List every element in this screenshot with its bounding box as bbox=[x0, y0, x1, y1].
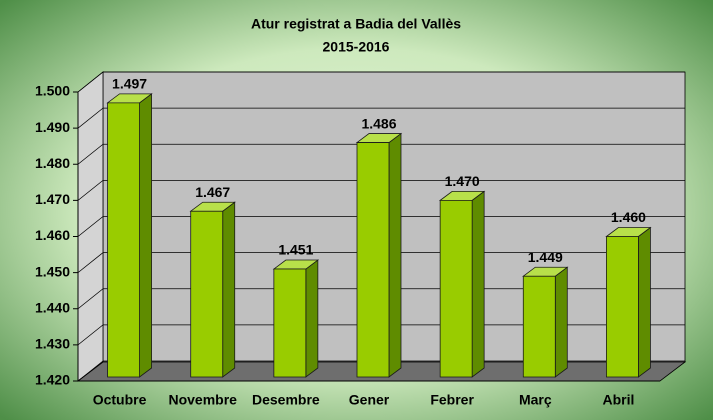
grid-line-side bbox=[77, 216, 104, 237]
y-tick-label: 1.480 bbox=[35, 155, 70, 171]
y-tick-label: 1.500 bbox=[35, 83, 70, 99]
bar bbox=[189, 201, 236, 378]
bar bbox=[106, 93, 153, 378]
bar-front bbox=[439, 199, 473, 378]
value-label: 1.460 bbox=[611, 209, 646, 225]
value-label: 1.497 bbox=[112, 76, 147, 92]
bar bbox=[605, 226, 652, 378]
bar-side bbox=[471, 190, 485, 378]
chart-subtitle: 2015-2016 bbox=[323, 39, 390, 55]
bar-side bbox=[388, 132, 402, 378]
y-tick-label: 1.490 bbox=[35, 119, 70, 135]
grid-line-side bbox=[77, 71, 104, 93]
bar bbox=[272, 259, 320, 378]
value-label: 1.449 bbox=[528, 249, 563, 265]
bar-front bbox=[356, 142, 390, 378]
grid-line-side bbox=[77, 107, 104, 129]
grid-line-side bbox=[77, 143, 104, 165]
x-tick-label: Abril bbox=[602, 392, 634, 408]
y-tick-label: 1.460 bbox=[35, 227, 70, 243]
x-tick-label: Gener bbox=[349, 392, 390, 408]
bar bbox=[522, 266, 569, 378]
x-tick-label: Març bbox=[519, 392, 552, 408]
bar bbox=[355, 132, 403, 378]
bar-front bbox=[606, 236, 639, 378]
bar-front bbox=[522, 275, 556, 378]
bar-side bbox=[305, 259, 319, 378]
value-label: 1.451 bbox=[278, 242, 313, 258]
bar bbox=[438, 190, 486, 378]
y-tick-label: 1.440 bbox=[35, 299, 70, 315]
x-tick-label: Desembre bbox=[252, 392, 320, 408]
value-label: 1.467 bbox=[195, 184, 230, 200]
y-tick-label: 1.420 bbox=[35, 372, 70, 388]
x-tick-label: Octubre bbox=[93, 392, 147, 408]
bar-front bbox=[107, 102, 140, 378]
bar-front bbox=[190, 210, 224, 378]
bar-side bbox=[222, 201, 236, 378]
bar-side bbox=[638, 226, 651, 378]
y-tick-label: 1.470 bbox=[35, 191, 70, 207]
bar-side bbox=[554, 266, 568, 378]
bar-front bbox=[273, 268, 307, 378]
grid-line-side bbox=[77, 180, 104, 201]
grid-line-side bbox=[77, 252, 104, 273]
grid-line-side bbox=[77, 288, 104, 310]
x-tick-label: Febrer bbox=[430, 392, 474, 408]
y-tick-label: 1.430 bbox=[35, 336, 70, 352]
grid-line-side bbox=[77, 360, 104, 382]
value-label: 1.486 bbox=[361, 115, 396, 131]
value-label: 1.470 bbox=[445, 173, 480, 189]
y-tick-label: 1.450 bbox=[35, 263, 70, 279]
chart-title: Atur registrat a Badia del Vallès bbox=[251, 16, 461, 32]
grid-line-side bbox=[77, 324, 104, 346]
bar-side bbox=[139, 93, 152, 378]
x-tick-label: Novembre bbox=[168, 392, 237, 408]
